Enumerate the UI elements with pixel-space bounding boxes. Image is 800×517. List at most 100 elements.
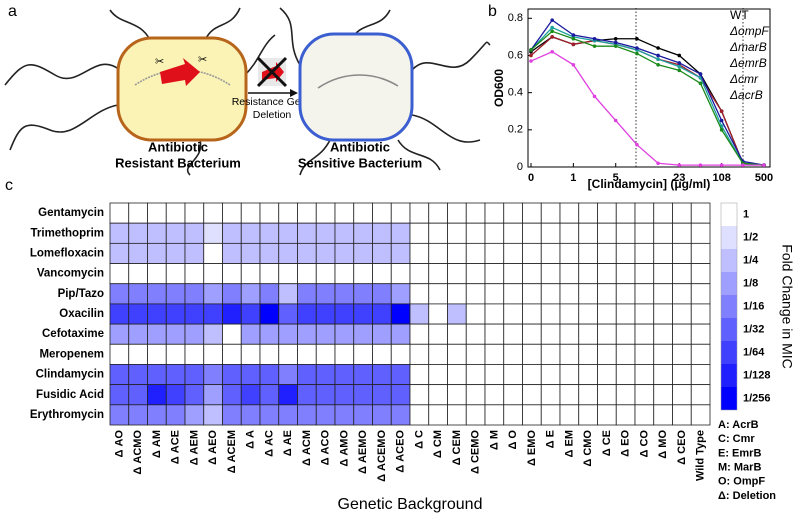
column-label: Δ AC (263, 430, 275, 457)
heatmap-cell (372, 323, 392, 345)
column-label: Δ E (545, 430, 557, 448)
heatmap-cell (109, 323, 130, 345)
heatmap-cell (409, 384, 430, 406)
column-label: Δ AE (282, 430, 294, 456)
legend-entry: ΔompF (729, 24, 769, 38)
column-label: Δ MO (657, 430, 669, 459)
colorbar-label: 1/128 (743, 369, 771, 381)
key-entry: M: MarB (718, 462, 761, 474)
column-label: Δ ACO (320, 430, 332, 466)
colorbar-label: 1/32 (743, 323, 764, 335)
row-label: Gentamycin (38, 207, 104, 219)
point (613, 118, 618, 123)
row-label: Trimethoprim (31, 227, 104, 239)
point (677, 68, 682, 73)
heatmap-cell (522, 404, 542, 426)
point (762, 163, 766, 167)
heatmap-cell (540, 283, 561, 305)
heatmap-cell (540, 404, 561, 426)
heatmap-cell (672, 323, 692, 345)
heatmap-cell (690, 303, 711, 325)
heatmap-cell (540, 384, 561, 406)
heatmap-cell (559, 222, 580, 244)
heatmap-cell (240, 303, 261, 325)
heatmap-cell (672, 404, 692, 426)
heatmap-cell (109, 222, 130, 244)
colorbar-frame (720, 202, 738, 411)
heatmap-cell (503, 242, 523, 264)
colorbar-label: 1/4 (743, 254, 759, 266)
heatmap-cell (165, 404, 186, 426)
column-label: Δ ACEO (395, 430, 407, 473)
heatmap-cell (447, 364, 467, 386)
heatmap-cell (184, 222, 205, 244)
panel-label: c (5, 177, 13, 194)
colorbar-title: Fold Change in MIC (779, 244, 795, 369)
heatmap-cell (503, 323, 523, 345)
series-line (530, 26, 765, 166)
point (613, 44, 618, 48)
heatmap-cell (372, 242, 392, 264)
point (698, 72, 703, 76)
column-label: Δ CMO (582, 430, 594, 467)
heatmap-cell (334, 242, 355, 264)
colorbar-segment (721, 318, 737, 341)
heatmap-cell (353, 242, 373, 264)
heatmap-cell (465, 303, 486, 325)
heatmap-cell (484, 242, 505, 264)
heatmap-cell (540, 323, 561, 345)
heatmap-cell (147, 283, 167, 305)
heatmap-cell (522, 323, 542, 345)
heatmap-cell (372, 404, 392, 426)
heatmap-cell (522, 283, 542, 305)
heatmap-cell (615, 384, 636, 406)
point (529, 53, 533, 58)
heatmap-cell (240, 384, 261, 406)
heatmap-cell (353, 343, 373, 365)
heatmap-cell (653, 303, 673, 325)
svg-text:✂: ✂ (155, 56, 164, 68)
heatmap-cell (109, 303, 130, 325)
column-label: Δ ACEMO (376, 430, 388, 482)
x-tick-label: 108 (712, 172, 730, 184)
column-label: Δ EO (620, 430, 632, 457)
heatmap-cell (465, 202, 486, 224)
heatmap-cell (428, 242, 448, 264)
heatmap-cell (315, 343, 336, 365)
panel-a: a ✂ ✂ Resistance Gene Deletion (4, 3, 491, 176)
heatmap-cell (297, 384, 317, 406)
heatmap-cell (484, 303, 505, 325)
point (550, 49, 554, 54)
point (550, 29, 554, 34)
heatmap-cell (259, 404, 280, 426)
heatmap-cell (634, 202, 655, 224)
heatmap-cell (259, 283, 280, 305)
heatmap-cell (522, 222, 542, 244)
column-label: Δ CEO (676, 430, 688, 465)
point (571, 33, 576, 37)
heatmap-cell (672, 222, 692, 244)
heatmap-cell (465, 384, 486, 406)
heatmap-cell (128, 283, 148, 305)
heatmap-cell (390, 384, 411, 406)
cell-label: Antibiotic (148, 139, 208, 154)
point (741, 163, 745, 167)
heatmap-cell (184, 343, 205, 365)
heatmap-cell (653, 263, 673, 285)
heatmap-cell (409, 242, 430, 264)
x-tick-label: 1 (570, 172, 576, 184)
heatmap-cell (690, 404, 711, 426)
colorbar-segment (721, 387, 737, 410)
column-label: Δ ACM (301, 430, 313, 466)
column-label: Δ CEMO (470, 430, 482, 474)
heatmap-cell (578, 323, 598, 345)
heatmap-cell (184, 283, 205, 305)
y-tick-label: 0.6 (508, 49, 523, 61)
heatmap-cell (315, 404, 336, 426)
heatmap-cell (578, 283, 598, 305)
heatmap-cell (615, 364, 636, 386)
heatmap-cell (334, 384, 355, 406)
heatmap-cell (690, 222, 711, 244)
colorbar-segment (721, 295, 737, 318)
heatmap-cell (240, 222, 261, 244)
